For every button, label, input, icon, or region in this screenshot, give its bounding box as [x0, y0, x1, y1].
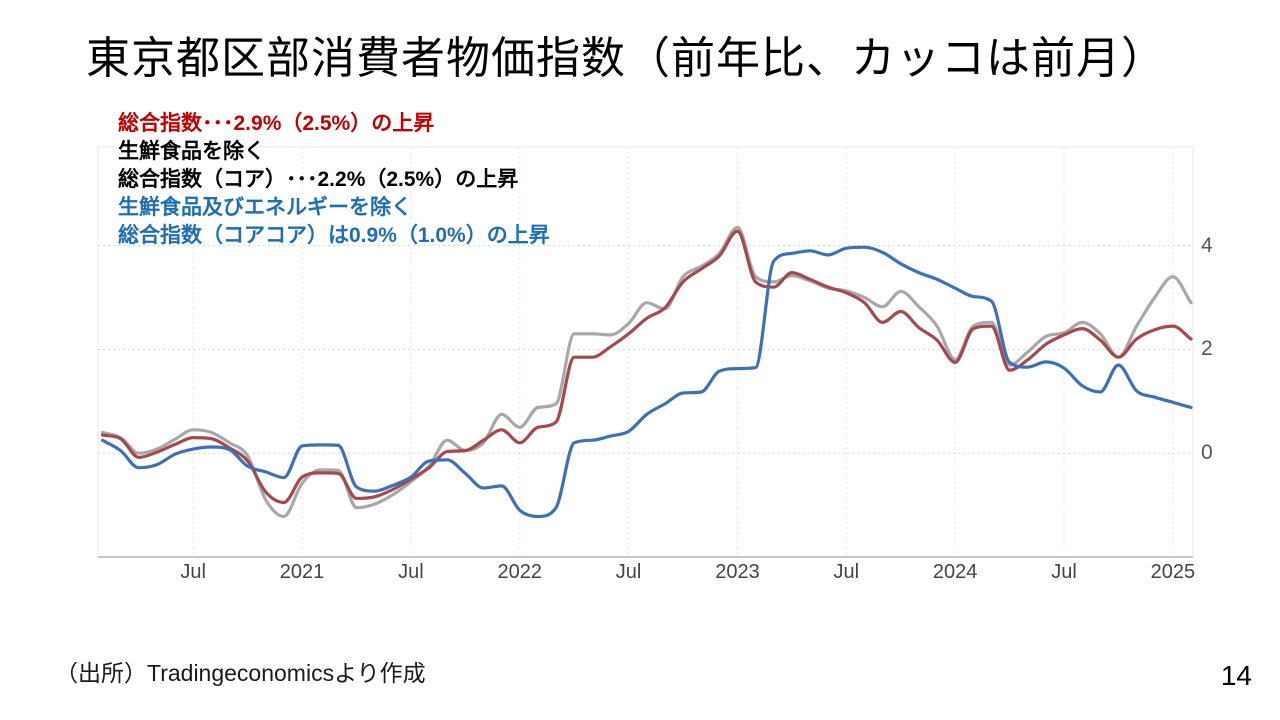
x-axis-tick-8: Jul	[1051, 561, 1077, 583]
y-axis-tick-2: 4	[1201, 233, 1213, 257]
chart-annotation: 総合指数･･･2.9%（2.5%）の上昇 生鮮食品を除く総合指数（コア）･･･2.…	[118, 110, 550, 250]
series-line-2	[100, 245, 1193, 519]
source-note: （出所）Tradingeconomicsより作成	[55, 660, 426, 686]
x-axis-tick-0: Jul	[180, 561, 206, 583]
x-axis-tick-6: Jul	[833, 561, 860, 583]
x-axis-tick-1: 2021	[279, 561, 325, 583]
x-axis-tick-3: 2022	[497, 561, 543, 583]
y-axis-tick-0: 0	[1201, 441, 1213, 465]
x-axis-tick-9: 2025	[1150, 561, 1196, 583]
annotation-line-3: 生鮮食品及びエネルギーを除く	[118, 196, 412, 219]
page-title: 東京都区部消費者物価指数（前年比、カッコは前月）	[86, 34, 1166, 83]
x-axis-tick-2: Jul	[398, 561, 424, 583]
page-number: 14	[1220, 660, 1252, 691]
annotation-line-4: 総合指数（コアコア）は0.9%（1.0%）の上昇	[118, 224, 550, 247]
x-axis-tick-5: 2023	[715, 561, 760, 583]
y-axis-tick-1: 2	[1201, 337, 1213, 361]
series-line-1	[100, 229, 1193, 505]
x-axis-tick-4: Jul	[615, 561, 642, 583]
annotation-line-2: 総合指数（コア）･･･2.2%（2.5%）の上昇	[118, 168, 519, 191]
series-line-0	[100, 225, 1193, 519]
annotation-line-0: 総合指数･･･2.9%（2.5%）の上昇	[118, 112, 435, 135]
x-axis-tick-7: 2024	[932, 561, 978, 583]
annotation-line-1: 生鮮食品を除く	[118, 140, 265, 163]
